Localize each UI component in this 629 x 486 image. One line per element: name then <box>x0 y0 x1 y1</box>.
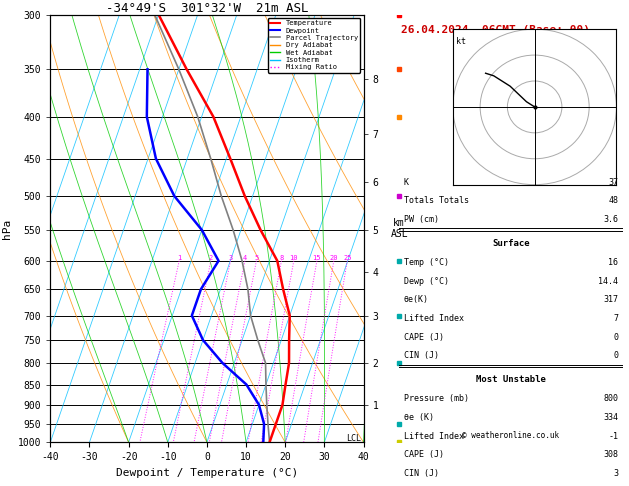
Text: 4: 4 <box>243 255 247 261</box>
Text: 5: 5 <box>254 255 259 261</box>
Text: 0: 0 <box>613 333 618 342</box>
Text: 20: 20 <box>330 255 338 261</box>
Text: 7: 7 <box>613 314 618 323</box>
Text: CAPE (J): CAPE (J) <box>404 451 444 459</box>
Text: Temp (°C): Temp (°C) <box>404 258 449 267</box>
X-axis label: Dewpoint / Temperature (°C): Dewpoint / Temperature (°C) <box>116 468 298 478</box>
Text: 48: 48 <box>608 196 618 206</box>
Text: θe(K): θe(K) <box>404 295 429 304</box>
Text: 308: 308 <box>603 451 618 459</box>
Legend: Temperature, Dewpoint, Parcel Trajectory, Dry Adiabat, Wet Adiabat, Isotherm, Mi: Temperature, Dewpoint, Parcel Trajectory… <box>268 18 360 72</box>
Text: 16: 16 <box>608 258 618 267</box>
Text: θe (K): θe (K) <box>404 413 434 422</box>
Text: Pressure (mb): Pressure (mb) <box>404 394 469 403</box>
Text: Totals Totals: Totals Totals <box>404 196 469 206</box>
Text: 1: 1 <box>177 255 181 261</box>
Y-axis label: km
ASL: km ASL <box>391 218 408 239</box>
Text: Lifted Index: Lifted Index <box>404 432 464 441</box>
Text: 2: 2 <box>209 255 213 261</box>
Text: Lifted Index: Lifted Index <box>404 314 464 323</box>
Text: Surface: Surface <box>493 239 530 248</box>
Text: 800: 800 <box>603 394 618 403</box>
Text: PW (cm): PW (cm) <box>404 215 439 224</box>
Text: kt: kt <box>456 37 466 46</box>
Text: 14.4: 14.4 <box>598 277 618 286</box>
Text: 317: 317 <box>603 295 618 304</box>
Text: 3: 3 <box>228 255 233 261</box>
Text: LCL: LCL <box>347 434 362 443</box>
Text: 26.04.2024  06GMT (Base: 00): 26.04.2024 06GMT (Base: 00) <box>401 25 591 35</box>
Text: 0: 0 <box>613 351 618 361</box>
Title: -34°49'S  301°32'W  21m ASL: -34°49'S 301°32'W 21m ASL <box>106 1 308 15</box>
Text: 334: 334 <box>603 413 618 422</box>
Text: 25: 25 <box>343 255 352 261</box>
Text: 3: 3 <box>613 469 618 478</box>
Text: CIN (J): CIN (J) <box>404 469 439 478</box>
Text: 15: 15 <box>313 255 321 261</box>
Text: 8: 8 <box>279 255 284 261</box>
Text: Dewp (°C): Dewp (°C) <box>404 277 449 286</box>
Text: © weatheronline.co.uk: © weatheronline.co.uk <box>462 431 560 439</box>
Text: CAPE (J): CAPE (J) <box>404 333 444 342</box>
Y-axis label: hPa: hPa <box>3 218 12 239</box>
Text: 10: 10 <box>289 255 298 261</box>
Text: Most Unstable: Most Unstable <box>476 376 546 384</box>
Text: -1: -1 <box>608 432 618 441</box>
Text: 37: 37 <box>608 178 618 187</box>
Text: CIN (J): CIN (J) <box>404 351 439 361</box>
Text: 3.6: 3.6 <box>603 215 618 224</box>
Text: K: K <box>404 178 409 187</box>
